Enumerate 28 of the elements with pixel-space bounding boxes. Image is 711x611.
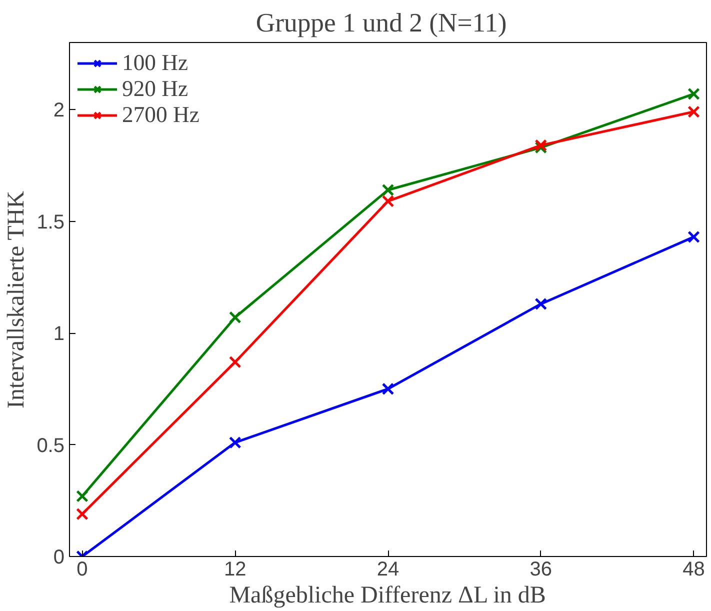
point xyxy=(534,139,548,152)
x-tick-label: 0 xyxy=(76,558,88,580)
x-tick-label: 24 xyxy=(376,558,400,580)
legend-label: 920 Hz xyxy=(122,76,188,102)
y-tick-label: 2 xyxy=(53,100,64,122)
x-tick-label: 12 xyxy=(224,558,246,580)
point xyxy=(688,88,700,100)
y-axis-title: Intervallskalierte THK xyxy=(4,190,30,408)
y-tick-label: 1.5 xyxy=(36,211,65,234)
x-tick-label: 48 xyxy=(682,558,705,580)
chart-title: Gruppe 1 und 2 (N=11) xyxy=(256,8,507,38)
point xyxy=(688,230,700,244)
x-axis-title: Maßgebliche Differenz ΔL in dB xyxy=(229,582,546,608)
legend-label: 2700 Hz xyxy=(122,102,200,128)
legend-label: 100 Hz xyxy=(122,50,188,76)
point xyxy=(228,311,242,324)
point xyxy=(382,194,394,208)
point xyxy=(688,106,700,118)
point xyxy=(534,298,548,310)
point xyxy=(228,436,242,449)
point xyxy=(382,382,394,396)
point xyxy=(76,490,88,502)
y-tick-label: 0.5 xyxy=(36,434,65,457)
point xyxy=(228,356,242,368)
point xyxy=(76,508,88,520)
x-tick-label: 36 xyxy=(530,558,552,580)
point xyxy=(382,184,394,196)
y-tick-label: 1 xyxy=(53,323,64,346)
